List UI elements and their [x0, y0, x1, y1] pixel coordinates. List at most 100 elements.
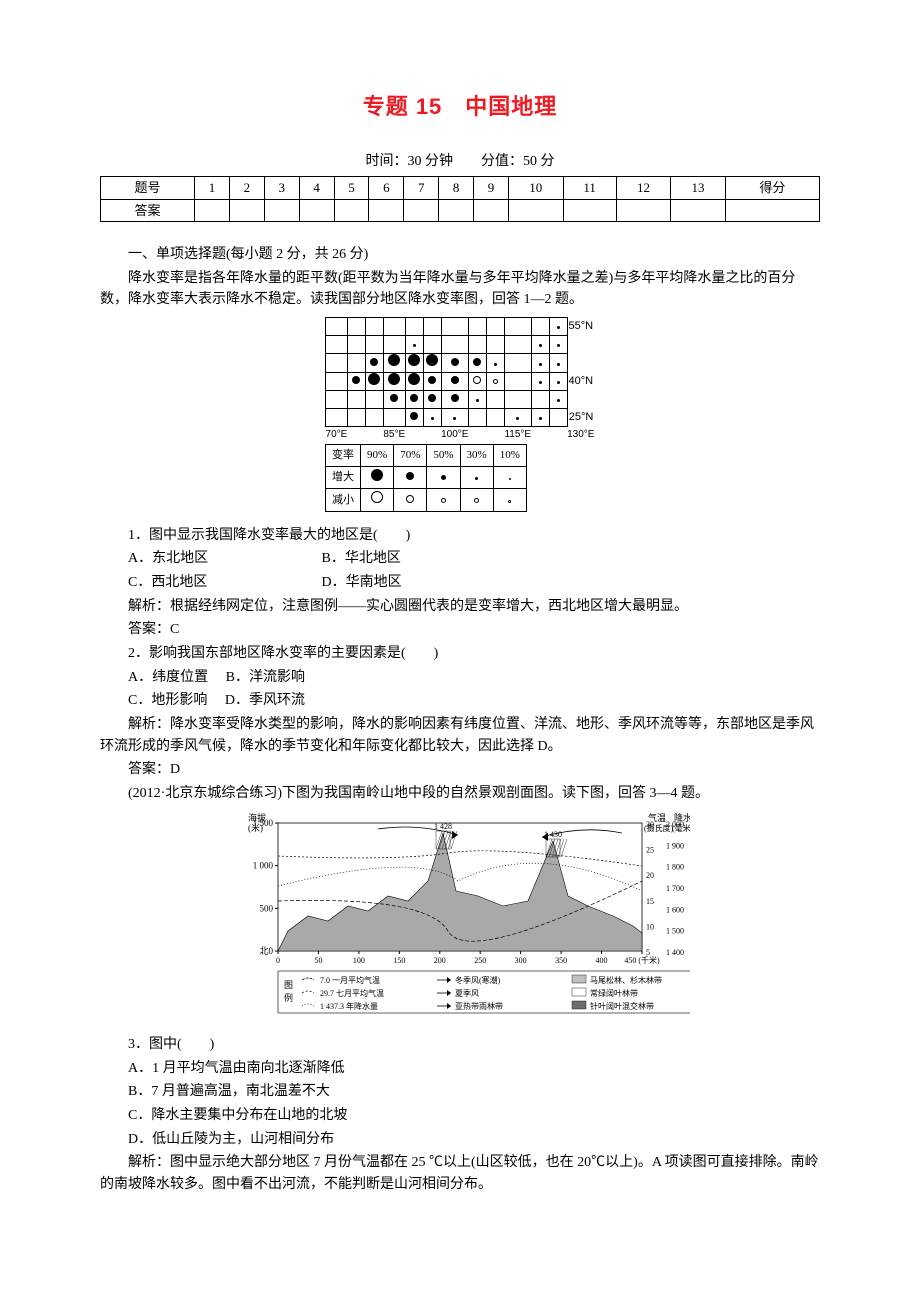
q2-opt-c: C．地形影响	[128, 690, 207, 712]
svg-text:冬季风(寒潮): 冬季风(寒潮)	[455, 975, 501, 985]
figure-2: 1 5001 000500北0海拔(米)气温(摄氏度)降水(毫米)3025201…	[100, 811, 820, 1028]
svg-text:1 000: 1 000	[253, 860, 274, 870]
svg-text:7.0 一月平均气温: 7.0 一月平均气温	[320, 975, 380, 985]
q1-opt-a: A．东北地区	[128, 548, 318, 570]
svg-text:200: 200	[434, 956, 446, 965]
svg-text:1 700: 1 700	[666, 884, 684, 893]
answer-cell[interactable]	[195, 199, 230, 222]
answer-cell[interactable]	[616, 199, 671, 222]
svg-text:0: 0	[276, 956, 280, 965]
header-cell: 10	[508, 177, 563, 200]
svg-text:北0: 北0	[259, 946, 273, 956]
section-title: 一、单项选择题(每小题 2 分，共 26 分)	[100, 244, 820, 266]
q3-opt-c: C．降水主要集中分布在山地的北坡	[100, 1105, 820, 1127]
page-title: 专题 15 中国地理	[100, 90, 820, 123]
q1-options: A．东北地区 B．华北地区	[100, 548, 820, 570]
svg-text:450 (千米): 450 (千米)	[624, 955, 660, 965]
svg-text:1 600: 1 600	[666, 905, 684, 914]
q2-options-2: C．地形影响 D．季风环流	[100, 690, 820, 712]
q1-stem: 1．图中显示我国降水变率最大的地区是( )	[100, 525, 820, 547]
svg-text:25: 25	[646, 845, 654, 854]
header-cell: 1	[195, 177, 230, 200]
svg-text:马尾松林、杉木林带: 马尾松林、杉木林带	[590, 975, 662, 985]
answer-grid-table: 题号 1 2 3 4 5 6 7 8 9 10 11 12 13 得分 答案	[100, 176, 820, 222]
q1-options-2: C．西北地区 D．华南地区	[100, 572, 820, 594]
q2-answer: 答案：D	[100, 759, 820, 781]
header-cell: 题号	[101, 177, 195, 200]
q1-answer: 答案：C	[100, 619, 820, 641]
answer-cell[interactable]	[671, 199, 726, 222]
svg-text:图: 图	[284, 980, 293, 990]
q3-stem: 3．图中( )	[100, 1034, 820, 1056]
answer-cell[interactable]	[404, 199, 439, 222]
svg-text:例: 例	[284, 992, 293, 1003]
svg-text:1 900: 1 900	[666, 841, 684, 850]
svg-text:(米): (米)	[248, 822, 263, 833]
answer-grid-answer-row: 答案	[101, 199, 820, 222]
q2-opt-b: B．洋流影响	[226, 667, 305, 689]
answer-cell[interactable]	[229, 199, 264, 222]
answer-cell[interactable]	[563, 199, 616, 222]
svg-text:150: 150	[393, 956, 405, 965]
answer-cell[interactable]	[474, 199, 509, 222]
svg-text:10: 10	[646, 922, 654, 931]
answer-cell[interactable]	[725, 199, 819, 222]
answer-cell[interactable]	[508, 199, 563, 222]
q2-analysis: 解析：降水变率受降水类型的影响，降水的影响因素有纬度位置、洋流、地形、季风环流等…	[100, 714, 820, 757]
svg-text:250: 250	[474, 956, 486, 965]
answer-cell[interactable]	[264, 199, 299, 222]
header-cell: 12	[616, 177, 671, 200]
answer-grid-header-row: 题号 1 2 3 4 5 6 7 8 9 10 11 12 13 得分	[101, 177, 820, 200]
header-cell: 6	[369, 177, 404, 200]
header-cell: 8	[439, 177, 474, 200]
svg-text:1 437.3 年降水量: 1 437.3 年降水量	[320, 1001, 378, 1011]
header-cell: 11	[563, 177, 616, 200]
q1-opt-c: C．西北地区	[128, 572, 318, 594]
header-cell: 7	[404, 177, 439, 200]
svg-text:20: 20	[646, 871, 654, 880]
header-cell: 2	[229, 177, 264, 200]
svg-text:350: 350	[555, 956, 567, 965]
q3-opt-d: D．低山丘陵为主，山河相间分布	[100, 1129, 820, 1151]
answer-cell[interactable]	[299, 199, 334, 222]
svg-text:针叶阔叶混交林带: 针叶阔叶混交林带	[590, 1001, 654, 1011]
figure-1: 55°N40°N25°N70°E85°E100°E115°E130°E变率90%…	[100, 317, 820, 519]
svg-text:夏季风: 夏季风	[455, 988, 479, 998]
svg-text:400: 400	[596, 956, 608, 965]
time-score: 时间：30 分钟 分值：50 分	[100, 151, 820, 172]
q3-opt-b: B．7 月普遍高温，南北温差不大	[100, 1081, 820, 1103]
q2-opt-a: A．纬度位置	[128, 667, 208, 689]
answer-cell[interactable]	[334, 199, 369, 222]
q2-stem: 2．影响我国东部地区降水变率的主要因素是( )	[100, 643, 820, 665]
q2-opt-d: D．季风环流	[225, 690, 305, 712]
svg-text:300: 300	[515, 956, 527, 965]
row-label: 答案	[101, 199, 195, 222]
svg-text:1 400: 1 400	[666, 948, 684, 957]
header-cell: 9	[474, 177, 509, 200]
svg-text:29.7 七月平均气温: 29.7 七月平均气温	[320, 988, 384, 998]
svg-text:100: 100	[353, 956, 365, 965]
header-cell: 3	[264, 177, 299, 200]
svg-text:1 500: 1 500	[666, 926, 684, 935]
header-cell: 4	[299, 177, 334, 200]
svg-text:50: 50	[314, 956, 322, 965]
header-cell: 得分	[725, 177, 819, 200]
q3-analysis: 解析：图中显示绝大部分地区 7 月份气温都在 25 ℃以上(山区较低，也在 20…	[100, 1152, 820, 1195]
q3-opt-a: A．1 月平均气温由南向北逐渐降低	[100, 1058, 820, 1080]
svg-text:500: 500	[260, 903, 274, 913]
header-cell: 5	[334, 177, 369, 200]
intro-2: (2012·北京东城综合练习)下图为我国南岭山地中段的自然景观剖面图。读下图，回…	[100, 783, 820, 805]
svg-text:海拔: 海拔	[248, 812, 266, 823]
svg-text:1 800: 1 800	[666, 862, 684, 871]
answer-cell[interactable]	[369, 199, 404, 222]
profile-chart: 1 5001 000500北0海拔(米)气温(摄氏度)降水(毫米)3025201…	[230, 811, 690, 1021]
svg-text:2 000: 2 000	[666, 820, 684, 829]
answer-cell[interactable]	[439, 199, 474, 222]
svg-text:常绿阔叶林带: 常绿阔叶林带	[590, 988, 638, 998]
header-cell: 13	[671, 177, 726, 200]
svg-text:30: 30	[646, 820, 654, 829]
svg-text:15: 15	[646, 897, 654, 906]
q1-analysis: 解析：根据经纬网定位，注意图例——实心圆圈代表的是变率增大，西北地区增大最明显。	[100, 596, 820, 618]
intro-text: 降水变率是指各年降水量的距平数(距平数为当年降水量与多年平均降水量之差)与多年平…	[100, 268, 820, 311]
q1-opt-d: D．华南地区	[322, 572, 402, 594]
